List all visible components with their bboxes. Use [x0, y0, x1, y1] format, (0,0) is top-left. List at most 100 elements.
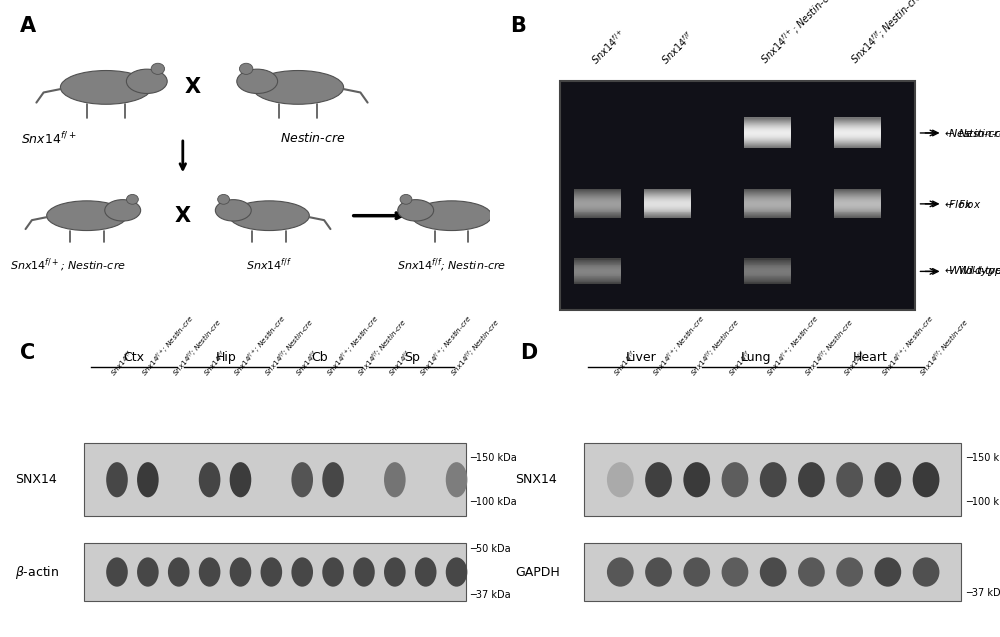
Text: GAPDH: GAPDH [515, 566, 560, 578]
Bar [744, 131, 791, 133]
Bar [744, 273, 791, 275]
Text: $Snx14^{f/f}$; $Nestin$-$cre$: $Snx14^{f/f}$; $Nestin$-$cre$ [397, 256, 506, 274]
Bar [744, 138, 791, 139]
Bar [834, 205, 881, 207]
Ellipse shape [322, 557, 344, 587]
Ellipse shape [239, 63, 253, 75]
Bar [744, 270, 791, 271]
Ellipse shape [384, 557, 406, 587]
Text: $Snx14^{f/f}$; $Nestin$-$cre$: $Snx14^{f/f}$; $Nestin$-$cre$ [355, 317, 410, 378]
Bar [644, 202, 691, 204]
Bar [744, 198, 791, 200]
Bar [744, 140, 791, 142]
Bar [834, 194, 881, 196]
Ellipse shape [722, 462, 748, 497]
Ellipse shape [645, 557, 672, 587]
Bar [744, 260, 791, 261]
Text: $Snx14^{f/+}$; $Nestin$-$cre$: $Snx14^{f/+}$; $Nestin$-$cre$ [879, 313, 937, 378]
Ellipse shape [913, 462, 939, 497]
Text: $\leftarrow$ Flox: $\leftarrow$ Flox [942, 198, 982, 210]
Text: ─50 kDa: ─50 kDa [471, 543, 511, 554]
Bar [744, 216, 791, 217]
Text: B: B [510, 17, 526, 36]
Text: C: C [20, 343, 35, 364]
Text: Cb: Cb [311, 351, 328, 364]
Bar [574, 271, 621, 272]
Bar [574, 189, 621, 190]
Ellipse shape [798, 462, 825, 497]
Bar [574, 266, 621, 267]
Text: $Snx14^{f/+}$; $Nestin$-$cre$: $Snx14^{f/+}$; $Nestin$-$cre$ [650, 313, 708, 378]
Bar [574, 192, 621, 194]
Bar [744, 189, 791, 190]
Bar [744, 122, 791, 124]
Bar [574, 199, 621, 201]
Bar [744, 124, 791, 126]
Text: $Snx14^{f/+}$; $Nestin$-$cre$: $Snx14^{f/+}$; $Nestin$-$cre$ [417, 313, 475, 378]
Bar [834, 212, 881, 213]
Bar [834, 206, 881, 208]
Bar [644, 211, 691, 213]
Text: $Snx14^{f/+}$; $Nestin$-$cre$: $Snx14^{f/+}$; $Nestin$-$cre$ [139, 313, 197, 378]
Bar [744, 123, 791, 125]
Ellipse shape [168, 557, 190, 587]
Bar [834, 143, 881, 145]
Text: X: X [184, 78, 200, 97]
Bar [834, 196, 881, 197]
Bar [744, 279, 791, 281]
Bar [744, 258, 791, 260]
Bar [574, 280, 621, 282]
Text: $Snx14^{f/+}$; $Nestin$-$cre$: $Snx14^{f/+}$; $Nestin$-$cre$ [757, 0, 840, 67]
Text: $Snx14^{f/f}$: $Snx14^{f/f}$ [726, 348, 755, 378]
Bar [834, 121, 881, 123]
Text: $\leftarrow$ Wild-type: $\leftarrow$ Wild-type [942, 264, 1000, 278]
Bar [744, 264, 791, 266]
Bar [574, 197, 621, 199]
Ellipse shape [398, 199, 434, 221]
Ellipse shape [683, 462, 710, 497]
Bar [644, 196, 691, 197]
Ellipse shape [215, 199, 251, 221]
Bar [644, 209, 691, 211]
Bar [574, 276, 621, 277]
Bar [744, 196, 791, 197]
Bar [84, 543, 466, 601]
Bar [574, 273, 621, 275]
Ellipse shape [446, 462, 467, 497]
Bar [574, 210, 621, 211]
Ellipse shape [415, 557, 436, 587]
Bar [574, 259, 621, 261]
Bar [574, 192, 621, 194]
Bar [744, 128, 791, 130]
Ellipse shape [446, 557, 467, 587]
Text: ─37 kDa: ─37 kDa [471, 590, 511, 601]
Ellipse shape [722, 557, 748, 587]
Bar [834, 192, 881, 194]
Bar [574, 190, 621, 192]
Bar [834, 126, 881, 128]
Bar [744, 278, 791, 279]
Text: $Snx14^{f/+}$; $Nestin$-$cre$: $Snx14^{f/+}$; $Nestin$-$cre$ [232, 313, 290, 378]
Bar [744, 276, 791, 277]
Text: ─150 kDa: ─150 kDa [471, 453, 517, 462]
Bar [744, 131, 791, 132]
Text: $Snx14^{f/+}$; $Nestin$-$cre$: $Snx14^{f/+}$; $Nestin$-$cre$ [10, 256, 126, 274]
Bar [744, 212, 791, 213]
Bar [644, 210, 691, 211]
Text: $\it{Flox}$: $\it{Flox}$ [948, 198, 972, 210]
Ellipse shape [322, 462, 344, 497]
Bar [834, 120, 881, 122]
Bar [744, 140, 791, 141]
Bar [574, 194, 621, 196]
Bar [744, 281, 791, 282]
Text: $Snx14^{f/f}$; $Nestin$-$cre$: $Snx14^{f/f}$; $Nestin$-$cre$ [688, 317, 743, 378]
Bar [560, 81, 915, 310]
Bar [744, 266, 791, 268]
Bar [574, 261, 621, 262]
Bar [644, 216, 691, 217]
Bar [744, 274, 791, 276]
Bar [644, 213, 691, 215]
Bar [744, 269, 791, 271]
Bar [574, 211, 621, 213]
Ellipse shape [137, 557, 159, 587]
